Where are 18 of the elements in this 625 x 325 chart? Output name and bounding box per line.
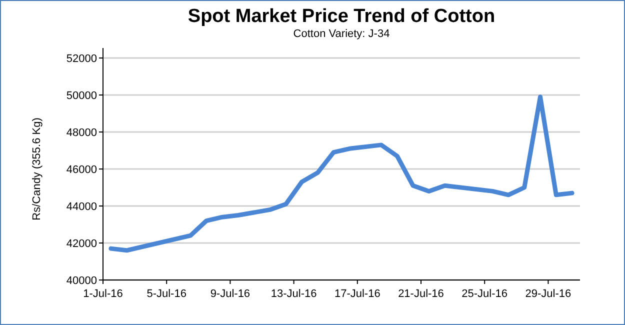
x-tick-label: 9-Jul-16 bbox=[210, 288, 250, 300]
x-tick-label: 29-Jul-16 bbox=[525, 288, 572, 300]
y-tick-label: 46000 bbox=[66, 164, 97, 176]
y-tick-label: 44000 bbox=[66, 200, 97, 213]
x-tick-label: 1-Jul-16 bbox=[83, 288, 123, 300]
x-tick-label: 25-Jul-16 bbox=[462, 288, 508, 300]
x-tick-label: 21-Jul-16 bbox=[398, 288, 444, 300]
x-tick-label: 17-Jul-16 bbox=[334, 288, 380, 300]
x-tick-label: 5-Jul-16 bbox=[146, 288, 186, 300]
y-tick-label: 50000 bbox=[66, 90, 97, 102]
y-tick-label: 52000 bbox=[66, 52, 97, 65]
y-axis-title: Rs/Candy (355.6 Kg) bbox=[31, 118, 43, 220]
x-tick-label: 13-Jul-16 bbox=[270, 288, 317, 300]
y-tick-label: 40000 bbox=[66, 274, 97, 287]
chart-title: Spot Market Price Trend of Cotton bbox=[188, 6, 496, 27]
y-tick-label: 42000 bbox=[66, 238, 97, 250]
y-tick-label: 48000 bbox=[66, 126, 97, 139]
chart-subtitle: Cotton Variety: J-34 bbox=[293, 28, 390, 40]
